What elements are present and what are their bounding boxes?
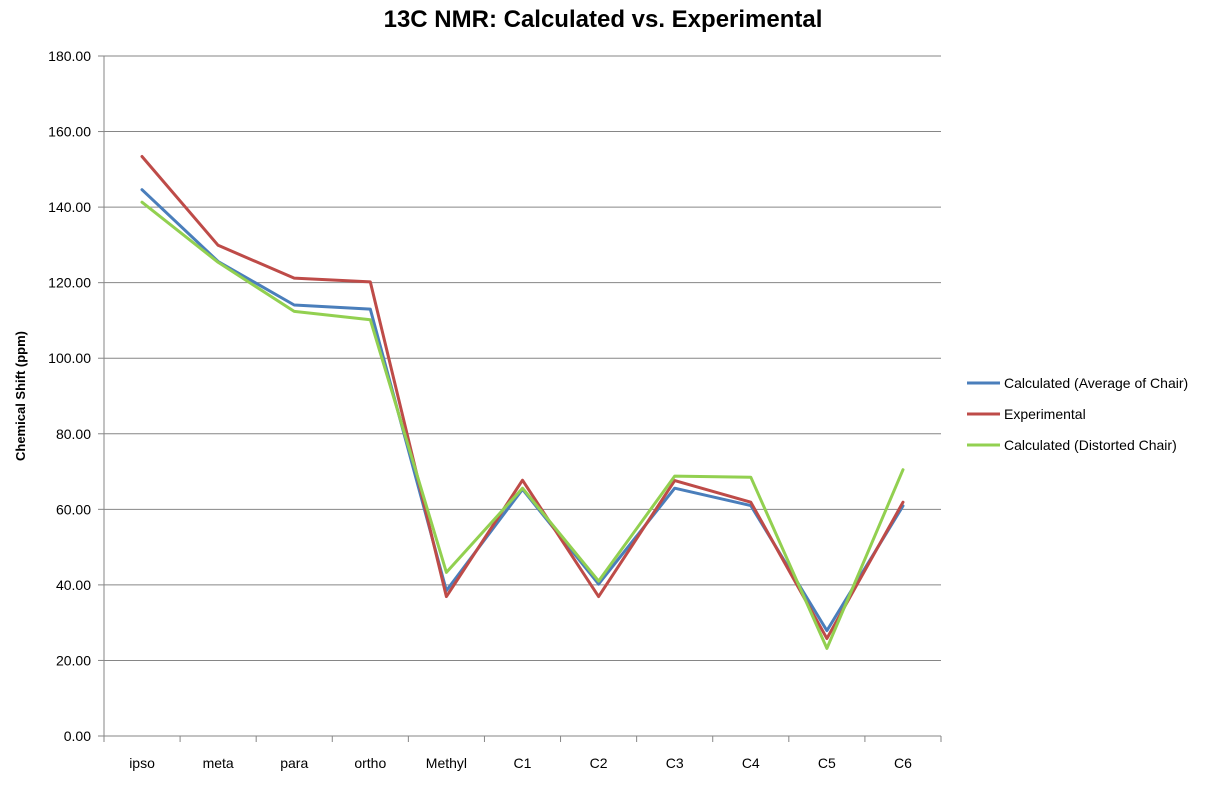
- series-line-1: [140, 155, 905, 640]
- y-tick-labels: 0.00 20.00 40.00 60.00 80.00 100.00 120.00 140.…: [48, 48, 91, 744]
- x-tick-label: Methyl: [426, 755, 467, 771]
- legend-label: Calculated (Average of Chair): [1004, 375, 1188, 391]
- y-tick-label: 180.00: [48, 48, 91, 64]
- x-tick-label: C6: [894, 755, 912, 771]
- x-tick-label: meta: [203, 755, 234, 771]
- y-tick-label: 100.00: [48, 350, 91, 366]
- legend-label: Experimental: [1004, 406, 1086, 422]
- y-tick-label: 160.00: [48, 124, 91, 140]
- legend-item: Calculated (Average of Chair): [967, 375, 1188, 391]
- y-tick-label: 0.00: [64, 728, 91, 744]
- legend-item: Experimental: [967, 406, 1086, 422]
- x-tick-label: para: [280, 755, 308, 771]
- y-tick-label: 40.00: [56, 577, 91, 593]
- y-tick-label: 140.00: [48, 199, 91, 215]
- x-tick-label: C5: [818, 755, 836, 771]
- chart-title: 13C NMR: Calculated vs. Experimental: [384, 6, 823, 33]
- x-tick-label: ipso: [129, 755, 155, 771]
- x-tick-label: C3: [666, 755, 684, 771]
- x-tick-label: C4: [742, 755, 760, 771]
- series-lines: [140, 155, 905, 650]
- y-axis-label: Chemical Shift (ppm): [13, 331, 28, 461]
- x-tick-label: ortho: [354, 755, 386, 771]
- y-tick-label: 60.00: [56, 501, 91, 517]
- legend-label: Calculated (Distorted Chair): [1004, 437, 1177, 453]
- legend-item: Calculated (Distorted Chair): [967, 437, 1177, 453]
- y-tick-label: 120.00: [48, 275, 91, 291]
- gridlines: [98, 55, 942, 742]
- x-tick-labels: ipso meta para ortho Methyl C1 C2 C3 C4 C5 C6: [129, 755, 912, 771]
- x-tick-label: C1: [514, 755, 532, 771]
- y-tick-label: 20.00: [56, 652, 91, 668]
- x-tick-label: C2: [590, 755, 608, 771]
- y-tick-label: 80.00: [56, 426, 91, 442]
- legend: Calculated (Average of Chair) Experimenta…: [967, 375, 1188, 453]
- series-line-2: [140, 200, 905, 650]
- axes: [103, 56, 941, 737]
